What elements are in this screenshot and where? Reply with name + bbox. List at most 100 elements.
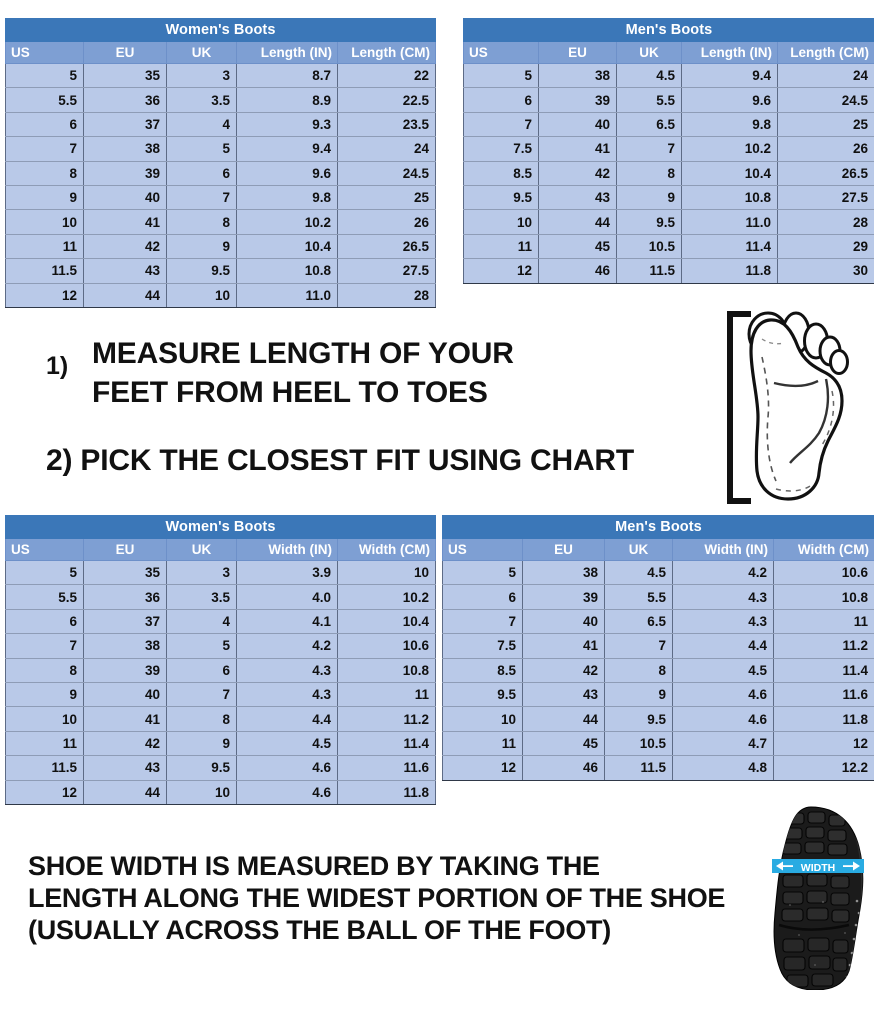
table-row: 7.5 41 7 10.2 26 <box>463 136 874 162</box>
cell-cm: 28 <box>777 209 874 235</box>
table-row: 5 35 3 8.7 22 <box>5 62 436 89</box>
cell-eu: 38 <box>83 136 167 162</box>
table-row: 5.5 36 3.5 8.9 22.5 <box>5 87 436 113</box>
cell-us: 7 <box>463 111 539 138</box>
cell-in: 4.4 <box>672 633 774 659</box>
cell-cm: 11.8 <box>337 779 436 805</box>
cell-uk: 9.5 <box>166 258 237 284</box>
footprint-illustration <box>718 305 868 510</box>
col-header-us: US <box>5 538 84 561</box>
cell-in: 4.6 <box>236 755 338 781</box>
cell-in: 11.0 <box>236 282 338 308</box>
col-header-length-cm: Length (CM) <box>337 41 436 64</box>
cell-eu: 44 <box>522 706 605 732</box>
cell-cm: 12.2 <box>773 755 874 781</box>
cell-uk: 9.5 <box>616 209 682 235</box>
step-1-line-2: FEET FROM HEEL TO TOES <box>92 376 488 409</box>
table-row: 5 38 4.5 9.4 24 <box>463 62 874 89</box>
cell-eu: 41 <box>522 633 605 659</box>
cell-us: 10 <box>5 209 84 235</box>
col-header-eu: EU <box>83 41 167 64</box>
width-note-line-3: (USUALLY ACROSS THE BALL OF THE FOOT) <box>28 915 611 945</box>
table-row: 9 40 7 9.8 25 <box>5 184 436 211</box>
cell-us: 6 <box>5 111 84 138</box>
cell-cm: 22 <box>337 62 436 89</box>
cell-eu: 45 <box>538 233 617 260</box>
cell-eu: 44 <box>538 209 617 235</box>
table-mens-length: Men's Boots US EU UK Length (IN) Length … <box>463 18 874 284</box>
cell-us: 8.5 <box>442 657 523 683</box>
cell-uk: 8 <box>166 209 237 235</box>
cell-uk: 9 <box>166 233 237 260</box>
cell-cm: 24 <box>337 136 436 162</box>
col-header-uk: UK <box>604 538 673 561</box>
cell-uk: 11.5 <box>616 258 682 284</box>
table-row: 12 44 10 11.0 28 <box>5 282 436 308</box>
cell-eu: 42 <box>522 657 605 683</box>
cell-in: 4.6 <box>672 706 774 732</box>
cell-uk: 3.5 <box>166 584 237 610</box>
col-header-length-in: Length (IN) <box>236 41 338 64</box>
cell-eu: 40 <box>538 111 617 138</box>
cell-eu: 44 <box>83 282 167 308</box>
cell-uk: 5 <box>166 633 237 659</box>
cell-eu: 36 <box>83 584 167 610</box>
cell-uk: 6 <box>166 160 237 186</box>
cell-cm: 10.2 <box>337 584 436 610</box>
cell-eu: 40 <box>522 608 605 635</box>
cell-uk: 9.5 <box>166 755 237 781</box>
cell-uk: 5.5 <box>616 87 682 113</box>
col-header-length-in: Length (IN) <box>681 41 778 64</box>
cell-uk: 9 <box>616 184 682 211</box>
cell-us: 6 <box>442 584 523 610</box>
table-row: 11.5 43 9.5 10.8 27.5 <box>5 258 436 284</box>
col-header-width-in: Width (IN) <box>236 538 338 561</box>
cell-us: 5 <box>5 559 84 586</box>
cell-us: 11.5 <box>5 258 84 284</box>
table-row: 6 39 5.5 9.6 24.5 <box>463 87 874 113</box>
cell-uk: 4.5 <box>616 62 682 89</box>
cell-uk: 5 <box>166 136 237 162</box>
width-note-line-1: SHOE WIDTH IS MEASURED BY TAKING THE <box>28 851 600 881</box>
col-header-us: US <box>5 41 84 64</box>
cell-eu: 35 <box>83 62 167 89</box>
cell-uk: 5.5 <box>604 584 673 610</box>
cell-cm: 10.4 <box>337 608 436 635</box>
cell-in: 4.3 <box>672 584 774 610</box>
cell-eu: 46 <box>522 755 605 781</box>
cell-us: 12 <box>463 258 539 284</box>
table-row: 7 40 6.5 4.3 11 <box>442 608 874 635</box>
cell-us: 11.5 <box>5 755 84 781</box>
col-header-length-cm: Length (CM) <box>777 41 874 64</box>
cell-eu: 43 <box>83 755 167 781</box>
table-row: 5 35 3 3.9 10 <box>5 559 436 586</box>
table-row: 8.5 42 8 10.4 26.5 <box>463 160 874 186</box>
cell-uk: 8 <box>604 657 673 683</box>
cell-us: 7.5 <box>463 136 539 162</box>
cell-cm: 28 <box>337 282 436 308</box>
cell-eu: 39 <box>538 87 617 113</box>
table-row: 10 41 8 10.2 26 <box>5 209 436 235</box>
cell-uk: 10.5 <box>604 730 673 757</box>
cell-cm: 30 <box>777 258 874 284</box>
cell-cm: 10.8 <box>337 657 436 683</box>
cell-us: 7 <box>442 608 523 635</box>
table-row: 7 38 5 4.2 10.6 <box>5 633 436 659</box>
cell-us: 8 <box>5 657 84 683</box>
cell-eu: 43 <box>83 258 167 284</box>
cell-in: 11.0 <box>681 209 778 235</box>
cell-in: 9.8 <box>681 111 778 138</box>
cell-us: 11 <box>463 233 539 260</box>
cell-us: 7 <box>5 633 84 659</box>
cell-uk: 10 <box>166 282 237 308</box>
cell-eu: 43 <box>522 681 605 708</box>
cell-cm: 26.5 <box>337 233 436 260</box>
cell-cm: 27.5 <box>337 258 436 284</box>
cell-cm: 26 <box>777 136 874 162</box>
cell-us: 8.5 <box>463 160 539 186</box>
cell-in: 9.6 <box>236 160 338 186</box>
cell-cm: 11.4 <box>773 657 874 683</box>
cell-cm: 24 <box>777 62 874 89</box>
cell-in: 8.9 <box>236 87 338 113</box>
